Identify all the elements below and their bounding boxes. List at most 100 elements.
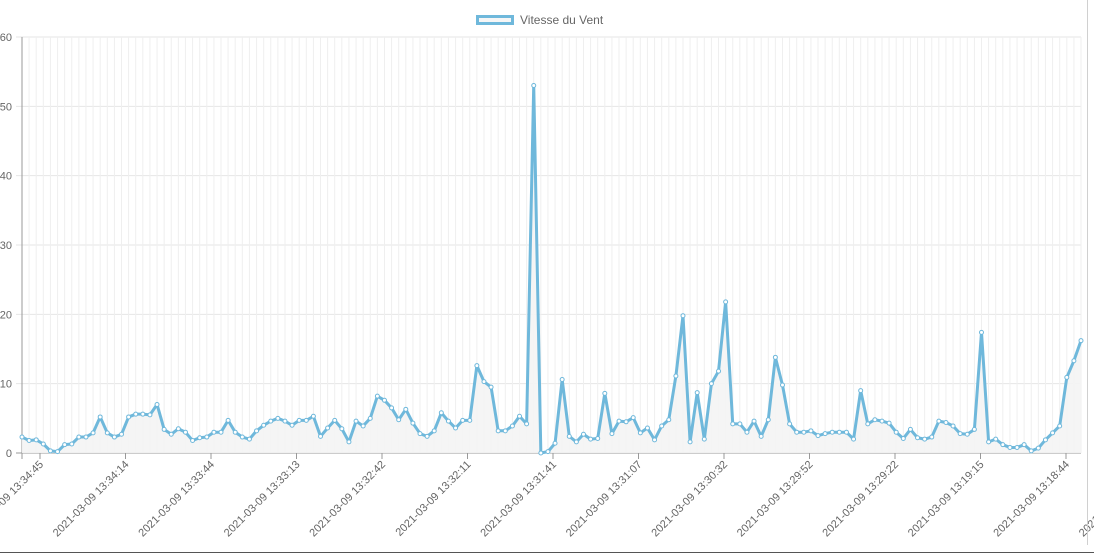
data-point[interactable] (524, 421, 530, 427)
data-point[interactable] (808, 428, 814, 434)
data-point[interactable] (694, 390, 700, 396)
data-point[interactable] (915, 435, 921, 441)
data-point[interactable] (389, 405, 395, 411)
data-point[interactable] (701, 436, 707, 442)
data-point[interactable] (69, 441, 75, 447)
data-point[interactable] (410, 420, 416, 426)
data-point[interactable] (339, 426, 345, 432)
data-point[interactable] (40, 441, 46, 447)
data-point[interactable] (801, 429, 807, 435)
data-point[interactable] (950, 423, 956, 429)
data-point[interactable] (218, 429, 224, 435)
data-point[interactable] (232, 429, 238, 435)
data-point[interactable] (893, 429, 899, 435)
data-point[interactable] (822, 431, 828, 437)
data-point[interactable] (886, 420, 892, 426)
data-point[interactable] (367, 415, 373, 421)
data-point[interactable] (978, 329, 984, 335)
data-point[interactable] (154, 401, 160, 407)
data-point[interactable] (865, 421, 871, 427)
data-point[interactable] (190, 438, 196, 444)
data-point[interactable] (97, 414, 103, 420)
data-point[interactable] (325, 425, 331, 431)
data-point[interactable] (239, 434, 245, 440)
data-point[interactable] (161, 426, 167, 432)
data-point[interactable] (900, 435, 906, 441)
data-point[interactable] (936, 418, 942, 424)
data-point[interactable] (1021, 442, 1027, 448)
data-point[interactable] (957, 431, 963, 437)
data-point[interactable] (246, 436, 252, 442)
data-point[interactable] (602, 390, 608, 396)
data-point[interactable] (595, 435, 601, 441)
data-point[interactable] (104, 430, 110, 436)
data-point[interactable] (751, 418, 757, 424)
data-point[interactable] (19, 434, 25, 440)
data-point[interactable] (275, 415, 281, 421)
data-point[interactable] (623, 419, 629, 425)
data-point[interactable] (716, 368, 722, 374)
data-point[interactable] (453, 425, 459, 431)
legend[interactable]: Vitesse du Vent (476, 12, 603, 28)
data-point[interactable] (33, 437, 39, 443)
data-point[interactable] (652, 437, 658, 443)
data-point[interactable] (261, 422, 267, 428)
data-point[interactable] (1078, 338, 1084, 344)
data-point[interactable] (396, 417, 402, 423)
data-point[interactable] (588, 436, 594, 442)
data-point[interactable] (1064, 374, 1070, 380)
data-point[interactable] (90, 430, 96, 436)
data-point[interactable] (794, 429, 800, 435)
data-point[interactable] (1042, 437, 1048, 443)
data-point[interactable] (62, 442, 68, 448)
data-point[interactable] (502, 428, 508, 434)
data-point[interactable] (182, 429, 188, 435)
data-point[interactable] (55, 449, 61, 455)
data-point[interactable] (730, 421, 736, 427)
data-point[interactable] (47, 448, 53, 454)
data-point[interactable] (680, 313, 686, 319)
data-point[interactable] (545, 449, 551, 455)
data-point[interactable] (737, 421, 743, 427)
data-point[interactable] (26, 438, 32, 444)
data-point[interactable] (460, 417, 466, 423)
data-point[interactable] (517, 413, 523, 419)
data-point[interactable] (765, 417, 771, 423)
data-point[interactable] (481, 379, 487, 385)
data-point[interactable] (772, 354, 778, 360)
data-point[interactable] (438, 410, 444, 416)
data-point[interactable] (907, 426, 913, 432)
data-point[interactable] (829, 429, 835, 435)
data-point[interactable] (787, 421, 793, 427)
data-point[interactable] (133, 411, 139, 417)
data-point[interactable] (140, 411, 146, 417)
data-point[interactable] (111, 434, 117, 440)
data-point[interactable] (83, 434, 89, 440)
data-point[interactable] (851, 436, 857, 442)
data-point[interactable] (779, 382, 785, 388)
data-point[interactable] (858, 388, 864, 394)
data-point[interactable] (211, 429, 217, 435)
data-point[interactable] (474, 363, 480, 369)
data-point[interactable] (417, 431, 423, 437)
data-point[interactable] (147, 412, 153, 418)
data-point[interactable] (1014, 444, 1020, 450)
data-point[interactable] (303, 417, 309, 423)
data-point[interactable] (872, 417, 878, 423)
data-point[interactable] (1057, 423, 1063, 429)
data-point[interactable] (360, 423, 366, 429)
data-point[interactable] (708, 381, 714, 387)
data-point[interactable] (644, 425, 650, 431)
data-point[interactable] (431, 428, 437, 434)
data-point[interactable] (445, 418, 451, 424)
data-point[interactable] (559, 377, 565, 383)
data-point[interactable] (1007, 444, 1013, 450)
data-point[interactable] (666, 417, 672, 423)
data-point[interactable] (346, 439, 352, 445)
data-point[interactable] (929, 434, 935, 440)
data-point[interactable] (1035, 445, 1041, 451)
data-point[interactable] (879, 418, 885, 424)
data-point[interactable] (943, 419, 949, 425)
data-point[interactable] (687, 439, 693, 445)
data-point[interactable] (573, 439, 579, 445)
